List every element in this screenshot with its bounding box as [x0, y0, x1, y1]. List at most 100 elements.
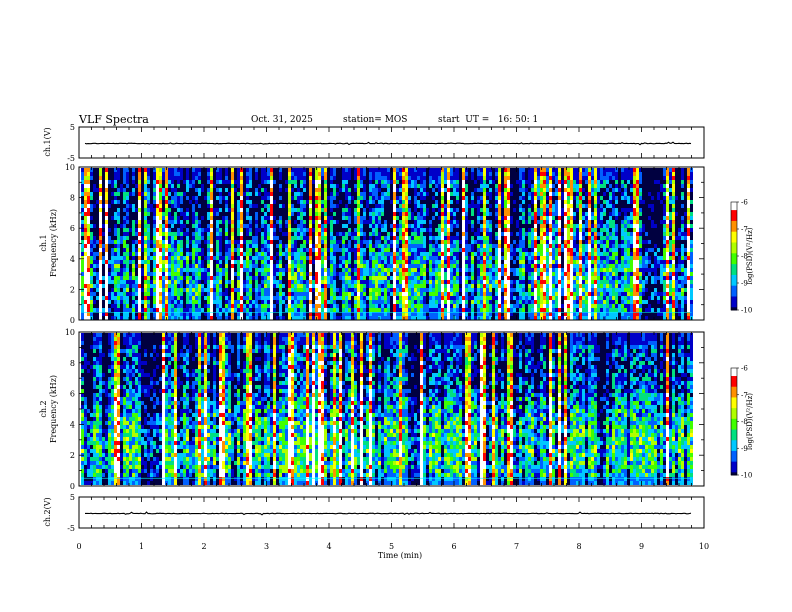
spectrogram-cell [156, 176, 159, 180]
spectrogram-cell [315, 248, 318, 252]
spectrogram-cell [426, 280, 429, 284]
spectrogram-cell [234, 284, 237, 288]
spectrogram-cell [135, 244, 138, 248]
spectrogram-cell [306, 276, 309, 280]
spectrogram-cell [105, 176, 108, 180]
spectrogram-cell [258, 300, 261, 304]
spectrogram-cell [336, 300, 339, 304]
spectrogram-cell [378, 288, 381, 292]
spectrogram-cell [204, 312, 207, 316]
spectrogram-cell [471, 192, 474, 196]
spectrogram-cell [378, 280, 381, 284]
spectrogram-cell [81, 176, 84, 180]
spectrogram-cell [327, 180, 330, 184]
spectrogram-cell [441, 228, 444, 232]
spectrogram-cell [414, 220, 417, 224]
spectrogram-cell [435, 312, 438, 316]
spectrogram-cell [462, 268, 465, 272]
spectrogram-cell [462, 188, 465, 192]
spectrogram-cell [153, 240, 156, 244]
spectrogram-cell [300, 280, 303, 284]
spectrogram-cell [324, 284, 327, 288]
spectrogram-cell [111, 220, 114, 224]
spectrogram-cell [240, 220, 243, 224]
spectrogram-cell [84, 308, 87, 312]
spectrogram-cell [339, 272, 342, 276]
spectrogram-cell [375, 208, 378, 212]
spectrogram-cell [330, 200, 333, 204]
spectrogram-cell [216, 268, 219, 272]
spectrogram-cell [444, 192, 447, 196]
spectrogram-cell [159, 204, 162, 208]
spectrogram-cell [420, 268, 423, 272]
spectrogram-cell [84, 220, 87, 224]
spectrogram-cell [420, 176, 423, 180]
spectrogram-cell [177, 216, 180, 220]
spectrogram-cell [294, 220, 297, 224]
spectrogram-cell [405, 312, 408, 316]
spectrogram-cell [390, 176, 393, 180]
spectrogram-cell [366, 260, 369, 264]
spectrogram-cell [189, 252, 192, 256]
spectrogram-cell [459, 248, 462, 252]
spectrogram-cell [378, 232, 381, 236]
spectrogram-cell [321, 220, 324, 224]
spectrogram-cell [435, 168, 438, 172]
spectrogram-cell [195, 220, 198, 224]
spectrogram-cell [84, 184, 87, 188]
spectrogram-cell [360, 252, 363, 256]
spectrogram-cell [258, 244, 261, 248]
spectrogram-cell [435, 192, 438, 196]
spectrogram-cell [174, 220, 177, 224]
spectrogram-cell [114, 284, 117, 288]
spectrogram-cell [177, 304, 180, 308]
spectrogram-cell [462, 240, 465, 244]
spectrogram-cell [204, 172, 207, 176]
spectrogram-cell [195, 168, 198, 172]
spectrogram-cell [99, 296, 102, 300]
spectrogram-cell [300, 300, 303, 304]
spectrogram-cell [432, 284, 435, 288]
spectrogram-cell [123, 224, 126, 228]
spectrogram-cell [219, 316, 222, 320]
spectrogram-cell [183, 216, 186, 220]
spectrogram-cell [294, 300, 297, 304]
spectrogram-cell [255, 296, 258, 300]
spectrogram-cell [126, 292, 129, 296]
spectrogram-cell [144, 280, 147, 284]
spectrogram-cell [291, 276, 294, 280]
spectrogram-cell [444, 232, 447, 236]
spectrogram-cell [468, 312, 471, 316]
spectrogram-cell [426, 168, 429, 172]
spectrogram-cell [168, 268, 171, 272]
spectrogram-cell [324, 188, 327, 192]
spectrogram-cell [345, 316, 348, 320]
spectrogram-cell [306, 288, 309, 292]
spectrogram-cell [243, 248, 246, 252]
spectrogram-cell [390, 252, 393, 256]
spectrogram-cell [414, 244, 417, 248]
spectrogram-cell [201, 168, 204, 172]
spectrogram-cell [108, 168, 111, 172]
spectrogram-cell [243, 240, 246, 244]
spectrogram-cell [366, 272, 369, 276]
spectrogram-cell [396, 224, 399, 228]
spectrogram-cell [84, 248, 87, 252]
spectrogram-cell [93, 208, 96, 212]
spectrogram-cell [99, 252, 102, 256]
spectrogram-cell [144, 308, 147, 312]
spectrogram-cell [438, 216, 441, 220]
spectrogram-cell [105, 284, 108, 288]
spectrogram-cell [468, 212, 471, 216]
spectrogram-cell [462, 284, 465, 288]
spectrogram-cell [300, 192, 303, 196]
spectrogram-cell [261, 172, 264, 176]
spectrogram-cell [147, 208, 150, 212]
spectrogram-cell [336, 228, 339, 232]
spectrogram-cell [378, 204, 381, 208]
spectrogram-cell [399, 304, 402, 308]
spectrogram-cell [219, 300, 222, 304]
spectrogram-cell [471, 296, 474, 300]
spectrogram-cell [285, 268, 288, 272]
spectrogram-cell [237, 284, 240, 288]
